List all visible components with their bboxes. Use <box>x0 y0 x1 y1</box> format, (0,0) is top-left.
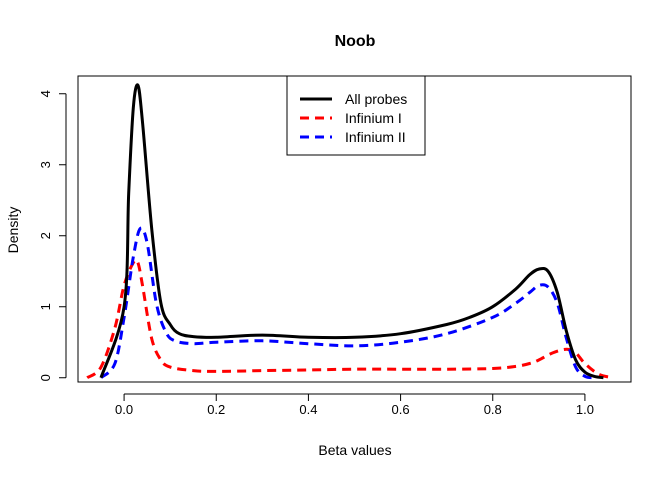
y-axis-label: Density <box>5 207 21 254</box>
y-tick-label: 0 <box>38 374 53 381</box>
series-layer <box>86 83 613 380</box>
x-axis-label: Beta values <box>318 442 391 458</box>
y-tick-label: 2 <box>38 232 53 239</box>
legend-label-infinium-ii: Infinium II <box>345 129 406 145</box>
series-line-all-probes <box>99 83 604 380</box>
legend-box <box>286 75 426 156</box>
x-tick-label: 1.0 <box>576 402 594 417</box>
y-tick-label: 4 <box>38 90 53 97</box>
series-line-infinium-ii <box>99 226 595 380</box>
chart-title: Noob <box>335 33 376 50</box>
legend-label-all-probes: All probes <box>345 91 407 107</box>
legend: All probes Infinium I Infinium II <box>286 75 426 156</box>
y-tick-label: 3 <box>38 161 53 168</box>
legend-label-infinium-i: Infinium I <box>345 110 402 126</box>
x-tick-label: 0.6 <box>392 402 410 417</box>
x-tick-label: 0.4 <box>299 402 317 417</box>
x-tick-label: 0.8 <box>484 402 502 417</box>
axis-layer: 0.0 0.2 0.4 0.6 0.8 1.0 0 1 2 3 4 <box>38 90 594 417</box>
y-tick-label: 1 <box>38 303 53 310</box>
x-tick-label: 0.2 <box>207 402 225 417</box>
x-tick-label: 0.0 <box>115 402 133 417</box>
